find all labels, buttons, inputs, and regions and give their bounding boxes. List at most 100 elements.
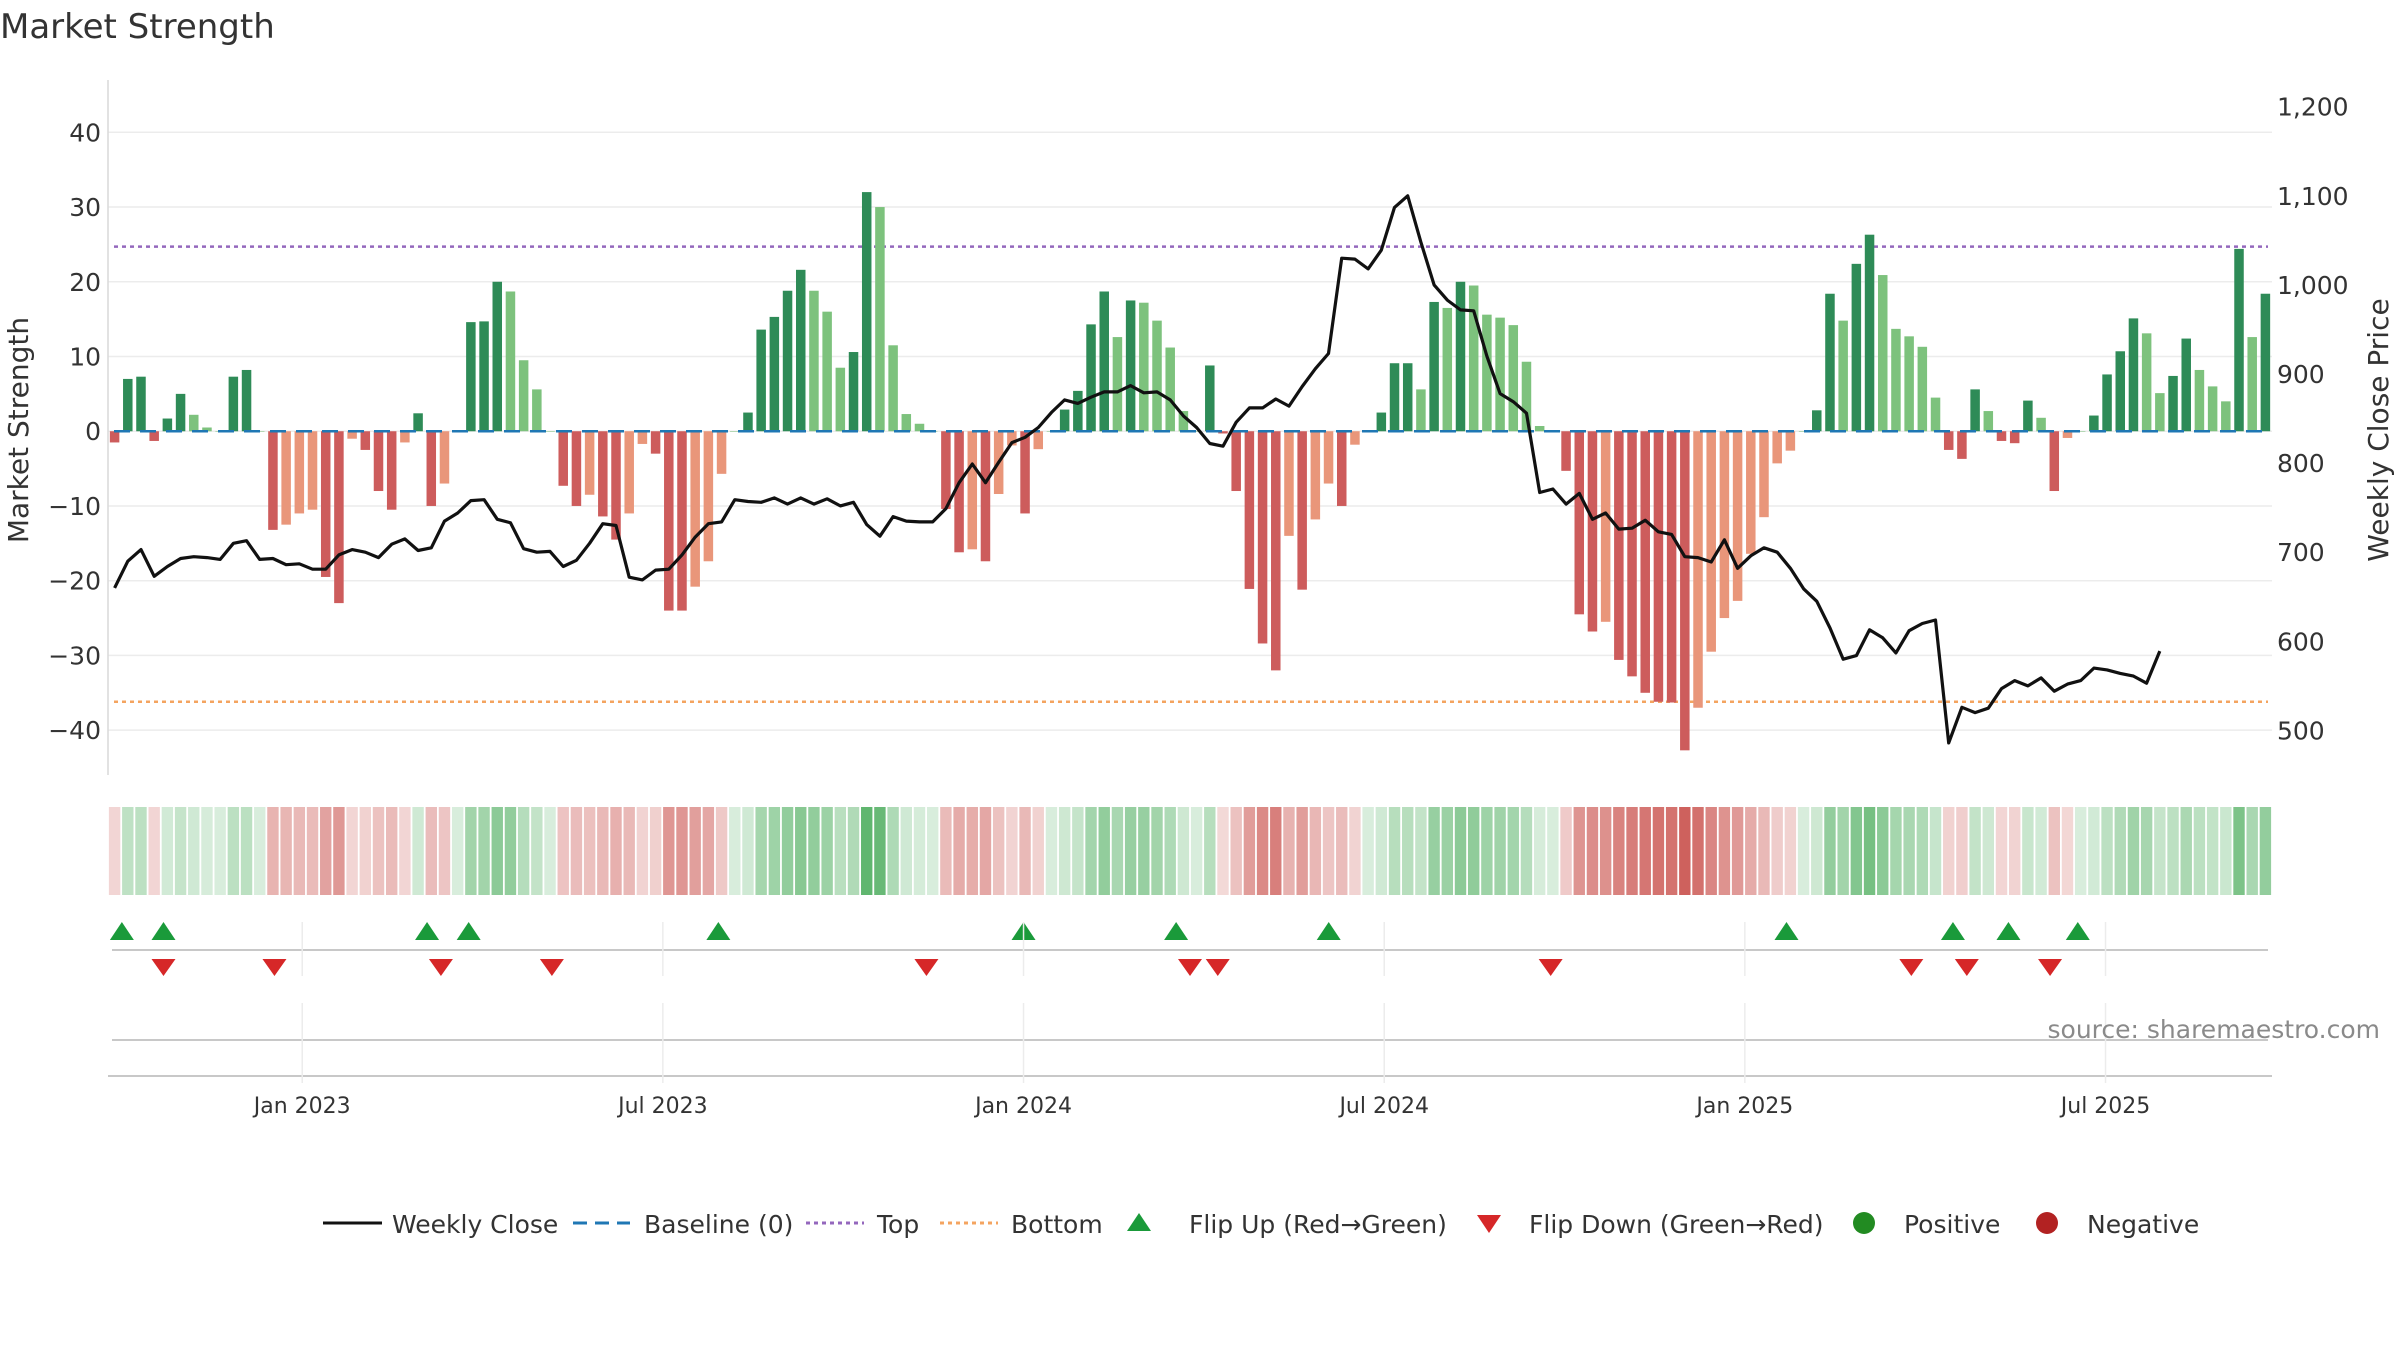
strength-band-cell [451, 807, 464, 895]
flip-down-marker [1538, 959, 1563, 976]
strength-bar [162, 418, 173, 432]
strength-bar [1680, 431, 1690, 751]
strength-band-cell [1111, 807, 1124, 895]
strength-bar [901, 414, 912, 432]
flip-up-marker [2065, 922, 2090, 940]
strength-band-cell [491, 807, 503, 895]
strength-band-cell [1969, 807, 1981, 895]
legend-flip-up-icon [1127, 1213, 1151, 1231]
strength-bar [967, 431, 978, 550]
strength-band-cell [1006, 807, 1018, 895]
strength-band-cell [306, 807, 319, 895]
strength-bar [1561, 431, 1571, 471]
strength-band-cell [2246, 807, 2258, 895]
strength-bar [558, 431, 568, 486]
y2-tick-label: 1,200 [2277, 93, 2349, 122]
y2-tick-label: 700 [2277, 538, 2325, 567]
strength-bar [2009, 431, 2020, 444]
legend-flip-down-label: Flip Down (Green→Red) [1529, 1210, 1824, 1239]
y-tick-label: −40 [48, 716, 101, 745]
legend-bottom-label: Bottom [1011, 1210, 1103, 1239]
strength-band-cell [1322, 807, 1335, 895]
strength-band-cell [1138, 807, 1150, 895]
strength-band-cell [795, 807, 807, 895]
legend-positive-label: Positive [1904, 1210, 2000, 1239]
legend-top-label: Top [876, 1210, 919, 1239]
strength-band-cell [438, 807, 451, 895]
strength-bar [1600, 431, 1611, 622]
strength-band-cell [808, 807, 820, 895]
strength-bar [1508, 325, 1519, 432]
strength-bar [1231, 431, 1241, 492]
strength-band-cell [1336, 807, 1348, 895]
flip-down-marker [2038, 959, 2063, 976]
strength-bar [466, 322, 476, 432]
strength-bar [677, 431, 687, 611]
strength-band-cell [2233, 807, 2245, 895]
strength-bar [769, 316, 780, 432]
flip-down-marker [151, 959, 176, 976]
strength-bar [1798, 431, 1809, 432]
strength-band-cell [2127, 807, 2140, 895]
strength-band-cell [399, 807, 411, 895]
strength-bar [624, 431, 634, 514]
strength-band-cell [320, 807, 332, 895]
flip-down-marker [428, 959, 453, 976]
strength-bar [281, 431, 291, 525]
strength-band-cell [940, 807, 952, 895]
y-tick-label: 40 [69, 118, 101, 147]
strength-band-cell [1679, 807, 1691, 895]
flip-up-marker [1164, 922, 1189, 940]
flip-down-marker [1205, 959, 1230, 976]
strength-bar [307, 431, 318, 510]
strength-bar [1627, 431, 1637, 677]
strength-bar [386, 431, 397, 510]
strength-band-cell [953, 807, 965, 895]
strength-band-cell [583, 807, 596, 895]
strength-band-cell [570, 807, 583, 895]
strength-band-cell [1058, 807, 1071, 895]
strength-band-cell [2193, 807, 2206, 895]
strength-band-cell [874, 807, 886, 895]
strength-bar [1152, 320, 1162, 432]
strength-band-cell [2088, 807, 2100, 895]
strength-band-cell [174, 807, 187, 895]
strength-band-cell [1177, 807, 1190, 895]
strength-band-cell [663, 807, 675, 895]
strength-bar [703, 431, 714, 562]
strength-band-cell [1811, 807, 1823, 895]
strength-bar [1336, 431, 1347, 506]
strength-band-cell [227, 807, 240, 895]
strength-band-cell [1085, 807, 1097, 895]
strength-band-cell [1560, 807, 1572, 895]
strength-bar [1785, 431, 1796, 451]
strength-band-cell [861, 807, 873, 895]
strength-band-cell [729, 807, 741, 895]
strength-bar [1139, 302, 1149, 432]
x-tick-label: Jan 2024 [973, 1094, 1072, 1119]
strength-bar [835, 367, 846, 432]
strength-band-cell [504, 807, 517, 895]
flip-down-marker [539, 959, 564, 976]
y-tick-label: −30 [48, 641, 101, 670]
flip-up-marker [456, 922, 481, 940]
strength-bar [532, 389, 542, 432]
strength-band-cell [201, 807, 213, 895]
strength-bar [1864, 234, 1875, 432]
strength-bar [1086, 324, 1096, 432]
strength-bar [479, 321, 489, 432]
strength-bar [1746, 431, 1756, 554]
strength-band-cell [544, 807, 556, 895]
strength-band-cell [1705, 807, 1717, 895]
strength-bar [294, 431, 305, 514]
strength-band-cell [1032, 807, 1044, 895]
y-tick-label: −20 [48, 567, 101, 596]
strength-band-cell [2154, 807, 2166, 895]
strength-bar [571, 431, 582, 506]
strength-band-cell [1771, 807, 1783, 895]
strength-bar [2049, 431, 2060, 492]
strength-band-cell [847, 807, 860, 895]
strength-band-cell [1626, 807, 1638, 895]
strength-band-cell [1481, 807, 1493, 895]
strength-band-cell [1890, 807, 1902, 895]
